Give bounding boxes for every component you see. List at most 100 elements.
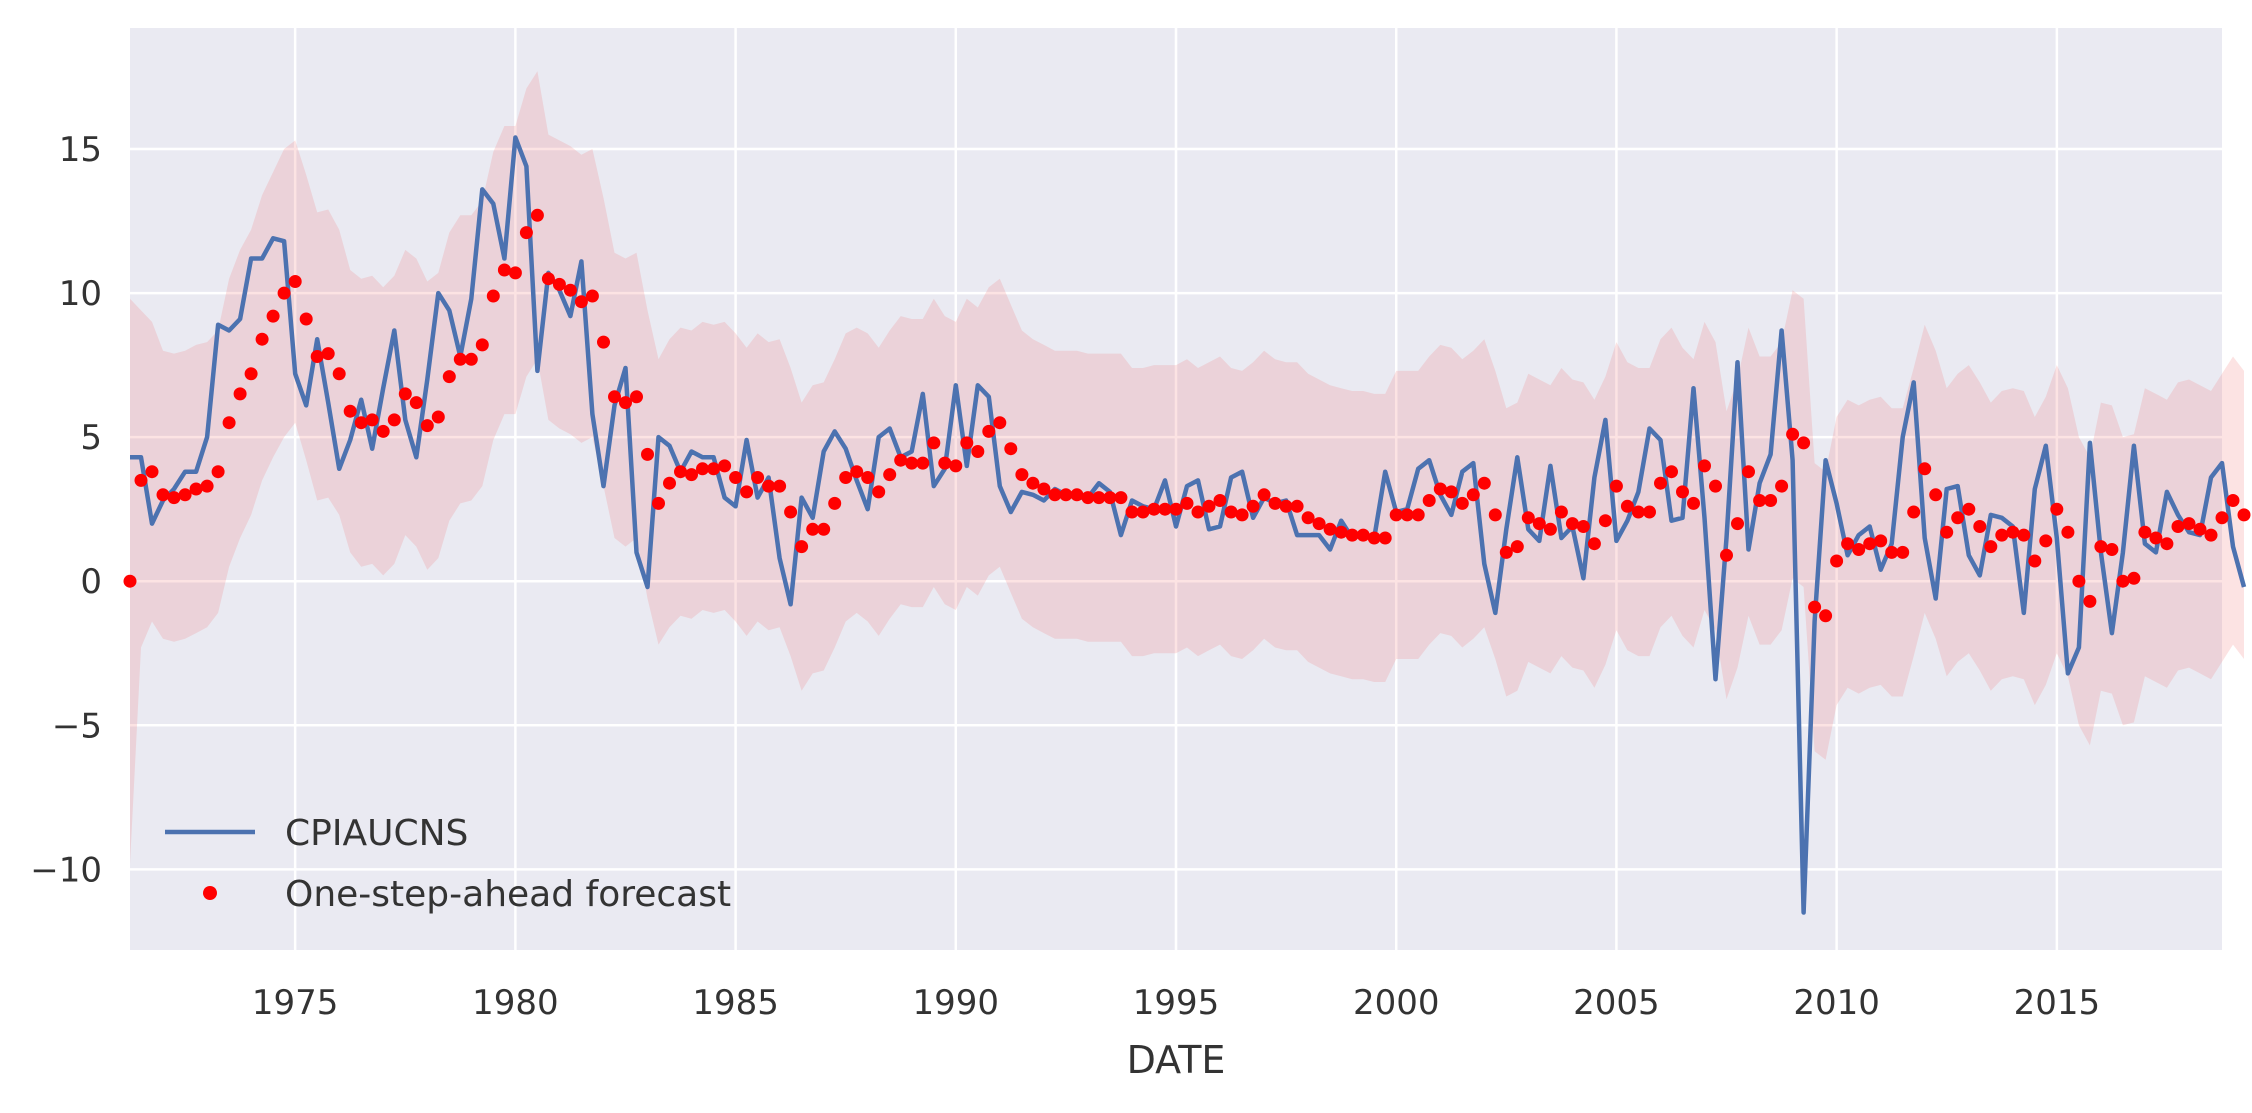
forecast-point [608,390,621,404]
forecast-point [1687,496,1700,510]
forecast-point [685,468,698,482]
x-tick-label: 2000 [1353,983,1440,1023]
forecast-point [1169,502,1183,516]
forecast-point [1235,508,1249,522]
forecast-point [1709,479,1722,493]
forecast-point [123,574,137,588]
forecast-point [927,436,941,450]
forecast-point [1830,554,1844,568]
forecast-point [1620,499,1634,513]
forecast-point [1180,496,1194,510]
forecast-point [1698,459,1711,473]
grid-lines [130,28,2222,950]
forecast-point [1389,508,1403,522]
x-tick-label: 1985 [692,983,779,1023]
forecast-point [630,390,643,404]
forecast-point [2182,517,2196,531]
forecast-point [354,416,368,430]
forecast-point [718,459,732,473]
forecast-point [2028,554,2042,568]
forecast-point [1334,525,1348,539]
forecast-point [431,410,445,424]
forecast-point [2017,528,2031,542]
forecast-point [167,491,181,505]
forecast-point [1940,525,1954,539]
forecast-point [850,465,864,479]
forecast-point [1962,502,1976,516]
forecast-point [740,485,754,499]
forecast-point [1312,517,1326,531]
forecast-point [828,496,842,510]
forecast-point [2160,537,2174,551]
forecast-point [1731,517,1744,531]
x-tick-label: 1980 [472,983,559,1023]
forecast-point [552,277,566,291]
forecast-point [453,352,467,366]
forecast-point [1764,494,1778,507]
forecast-point [2193,522,2207,536]
forecast-point [1345,528,1359,542]
x-tick-label: 2015 [2014,983,2101,1023]
forecast-point [244,367,258,381]
forecast-point [343,404,357,418]
forecast-point [563,283,577,297]
forecast-point [200,479,214,493]
forecast-point [2039,534,2053,548]
forecast-point [1499,545,1513,559]
forecast-point [321,347,335,361]
forecast-point [817,522,831,536]
forecast-series [123,208,2251,623]
forecast-point [2171,520,2185,533]
forecast-point [134,473,148,487]
forecast-point [1488,508,1502,522]
forecast-point [1433,482,1447,496]
forecast-point [751,471,765,484]
y-tick-label: 5 [80,418,102,458]
forecast-point [1411,508,1425,522]
forecast-point [905,456,919,470]
legend-dot-swatch [203,886,217,900]
forecast-point [1521,511,1535,525]
forecast-point [1819,609,1833,623]
forecast-point [1852,543,1866,556]
forecast-point [541,272,555,286]
forecast-point [1863,537,1877,551]
forecast-point [1048,488,1062,502]
forecast-point [145,465,159,479]
forecast-point [916,456,930,470]
x-axis-ticks: 1975 1980 1985 1990 1995 2000 2005 2010 2015 [252,983,2100,1023]
forecast-point [1279,499,1293,513]
forecast-point [949,459,963,473]
forecast-point [1367,531,1381,545]
forecast-point [1356,528,1370,542]
forecast-point [674,465,687,479]
y-tick-label: −10 [30,850,102,890]
forecast-point [938,456,952,470]
forecast-point [1323,522,1337,536]
forecast-point [2105,543,2119,556]
forecast-point [1808,600,1822,614]
forecast-point [1753,494,1767,507]
forecast-point [1026,476,1040,490]
y-tick-label: 15 [59,130,102,170]
forecast-point [1907,505,1921,519]
forecast-point [839,471,853,484]
forecast-point [486,289,500,303]
forecast-point [2215,511,2229,525]
forecast-point [1136,505,1150,519]
forecast-point [1576,520,1590,533]
forecast-point [178,488,192,502]
forecast-point [1301,511,1315,525]
forecast-point [619,396,632,410]
cpiaucns-line [130,135,2247,915]
legend-label-cpiaucns: CPIAUCNS [285,813,468,854]
forecast-point [574,295,588,309]
forecast-point [1125,505,1139,519]
forecast-point [398,387,412,401]
forecast-point [1995,528,2009,542]
forecast-point [211,465,225,479]
forecast-point [652,496,665,510]
forecast-point [475,338,489,352]
forecast-point [519,226,533,240]
x-tick-label: 2010 [1793,983,1880,1023]
